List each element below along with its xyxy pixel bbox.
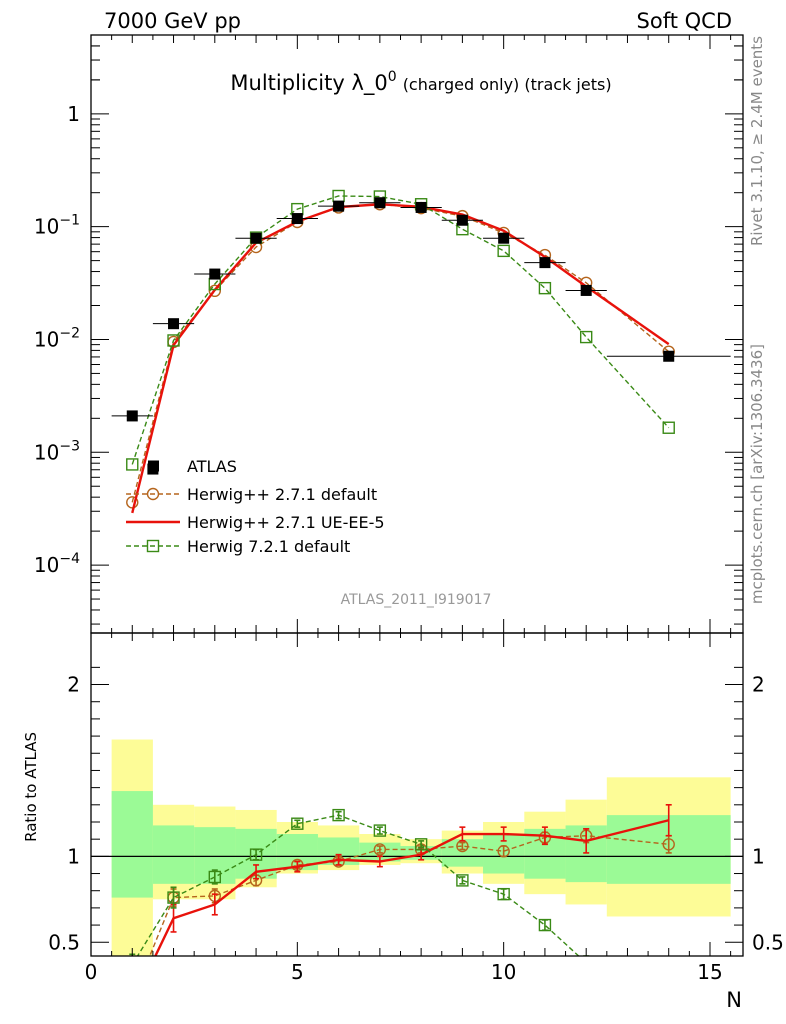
ratio-frame [90,632,744,957]
legend-item-h271: Herwig++ 2.7.1 default [126,485,377,504]
main-marker-h721-12 [662,421,675,434]
main-marker-h721-9 [497,244,510,258]
legend-label-atlas: ATLAS [187,457,237,476]
title-main: Multiplicity λ_0 [230,71,387,96]
atlas-point-4 [291,213,303,225]
ratio-marker-h721-5 [332,808,345,822]
main-ytick-label-0: 1 [67,102,80,126]
x-tick-label-2: 10 [491,960,516,984]
ratio-marker-h271-0 [127,993,138,1004]
ratio-marker-h721-11 [581,957,592,968]
main-line-h721 [131,195,670,465]
atlas-point-8 [456,214,468,226]
legend-label-h271: Herwig++ 2.7.1 default [187,485,377,504]
atlas-point-9 [498,232,510,244]
ratio-plot-area [91,739,743,1004]
ratio-marker-h721-4 [291,817,304,830]
legend-marker-h721 [146,539,160,553]
atlas-point-10 [539,257,551,269]
atlas-point-6 [374,197,386,209]
title-superscript: 0 [388,69,397,85]
legend-item-ueee5: Herwig++ 2.7.1 UE-EE-5 [126,513,385,532]
ratio-ytick-label-left-0: 0.5 [48,930,80,954]
chart-title: Multiplicity λ_00 (charged only) (track j… [230,69,611,96]
ratio-ytick-label-left-1: 1 [67,844,80,868]
atlas-point-11 [580,284,592,296]
ratio-marker-h721-3 [249,848,263,861]
ratio-marker-h721-8 [456,874,469,887]
x-tick-label-0: 0 [85,960,98,984]
ratio-marker-h271-12 [662,838,675,851]
main-marker-h721-1 [167,334,180,347]
atlas-point-3 [250,232,262,244]
title-subtitle: (charged only) (track jets) [403,75,612,94]
main-marker-h721-10 [538,281,552,295]
ratio-marker-h721-6 [373,824,387,837]
atlas-point-5 [333,200,345,212]
legend-label-ueee5: Herwig++ 2.7.1 UE-EE-5 [187,513,385,532]
band-inner-1 [152,825,195,884]
atlas-point-12 [663,350,675,362]
header-right: Soft QCD [637,9,732,33]
main-marker-h721-11 [579,330,593,344]
legend-item-h721: Herwig 7.2.1 default [126,537,350,556]
ratio-marker-h721-12 [663,983,674,994]
analysis-label: ATLAS_2011_I919017 [341,592,492,608]
atlas-point-0 [126,410,138,422]
band-inner-0 [111,791,153,898]
ratio-marker-h721-9 [497,887,510,901]
x-tick-label-3: 15 [697,960,722,984]
x-tick-label-1: 5 [291,960,304,984]
ratio-y-axis-label: Ratio to ATLAS [22,732,40,842]
ratio-marker-h721-7 [414,838,428,851]
ratio-ytick-label-left-2: 2 [67,673,80,697]
legend-swatch-atlas [148,460,159,472]
ratio-ytick-label-right-1: 1 [752,844,765,868]
rivet-label: Rivet 3.1.10, ≥ 2.4M events [748,36,766,246]
main-plot-area [111,189,731,514]
ratio-marker-h271-6 [373,843,387,856]
legend-marker-h271 [146,487,160,501]
ratio-marker-h271-9 [497,844,510,858]
ratio-marker-h721-2 [208,870,221,884]
main-ytick-label-1: 10−1 [34,213,80,239]
ratio-marker-h721-0 [127,959,138,970]
atlas-point-2 [209,268,221,280]
main-ytick-label-2: 10−2 [34,325,80,351]
legend-label-h721: Herwig 7.2.1 default [187,537,350,556]
mcplots-label: mcplots.cern.ch [arXiv:1306.3436] [748,344,766,604]
atlas-point-7 [415,201,427,213]
ratio-marker-h721-1 [167,891,180,904]
main-marker-h721-0 [126,458,139,471]
atlas-point-1 [168,318,180,330]
ratio-marker-h721-10 [538,918,552,932]
main-ytick-label-3: 10−3 [34,438,80,464]
legend-item-atlas: ATLAS [148,457,237,476]
ratio-ytick-label-right-0: 0.5 [752,930,784,954]
ratio-ytick-label-right-2: 2 [752,673,765,697]
main-marker-h271-0 [126,496,139,509]
main-marker-h271-2 [208,284,221,298]
main-ytick-label-4: 10−4 [34,551,80,577]
header-left: 7000 GeV pp [104,9,241,33]
x-axis-label: N [726,988,742,1012]
